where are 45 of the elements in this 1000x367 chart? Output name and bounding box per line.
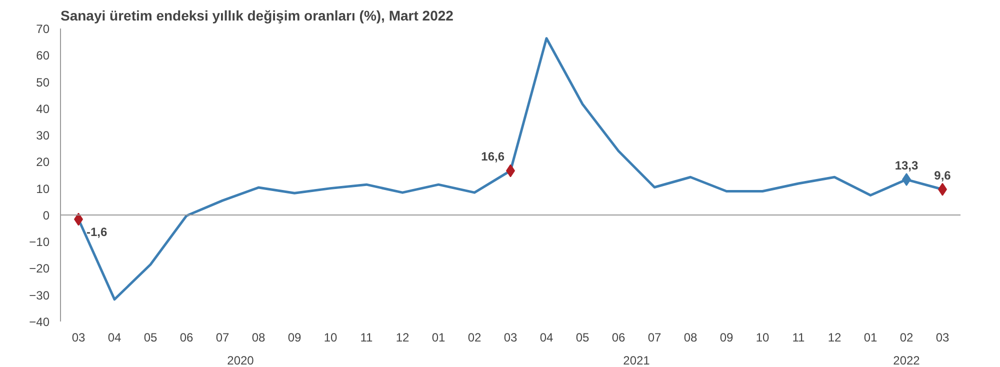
x-tick-label: 04 — [540, 330, 554, 344]
data-label: -1,6 — [86, 225, 108, 240]
x-tick-label: 01 — [864, 330, 878, 344]
x-tick-label: 03 — [936, 330, 950, 344]
x-tick-label: 05 — [144, 330, 158, 344]
y-tick-label: −20 — [29, 262, 50, 276]
x-tick-label: 10 — [756, 330, 770, 344]
y-tick-label: 40 — [36, 102, 50, 116]
x-tick-label: 11 — [360, 330, 374, 344]
data-label: 9,6 — [934, 168, 952, 182]
y-tick-label: 60 — [36, 48, 50, 63]
x-tick-label: 12 — [396, 330, 410, 344]
y-tick-label: 20 — [36, 155, 50, 170]
y-tick-label: −30 — [29, 288, 50, 302]
data-label: 13,3 — [894, 158, 919, 173]
y-tick-label: 50 — [36, 75, 50, 90]
x-tick-label: 03 — [504, 330, 518, 344]
x-tick-label: 03 — [72, 330, 86, 344]
y-tick-label: 0 — [42, 208, 50, 222]
x-tick-label: 12 — [828, 330, 842, 344]
y-tick-label: 10 — [36, 182, 50, 196]
text: 2020 — [227, 354, 254, 367]
y-tick-label: 30 — [36, 128, 50, 143]
x-tick-label: 04 — [108, 330, 122, 344]
x-tick-label: 09 — [288, 330, 302, 344]
chart-title: Sanayi üretim endeksi yıllık değişim oranları (%), Mart 2022 — [60, 8, 454, 24]
x-tick-label: 07 — [216, 330, 230, 344]
x-tick-label: 10 — [324, 330, 338, 344]
x-tick-label: 02 — [468, 330, 482, 344]
x-tick-label: 08 — [684, 330, 698, 344]
x-tick-label: 06 — [180, 330, 194, 344]
y-tick-label: 70 — [36, 22, 50, 36]
x-tick-label: 01 — [432, 330, 446, 344]
x-tick-label: 07 — [648, 330, 662, 344]
text: 2021 — [623, 354, 650, 367]
text: 2022 — [893, 354, 920, 367]
x-tick-label: 05 — [576, 330, 590, 344]
data-label: 16,6 — [481, 150, 505, 164]
x-tick-label: 09 — [720, 330, 734, 344]
y-tick-label: −10 — [29, 235, 50, 250]
x-tick-label: 06 — [612, 330, 626, 344]
y-tick-label: −40 — [29, 315, 50, 329]
x-tick-label: 08 — [252, 330, 266, 344]
x-tick-label: 02 — [900, 330, 914, 344]
x-tick-label: 11 — [792, 330, 806, 344]
